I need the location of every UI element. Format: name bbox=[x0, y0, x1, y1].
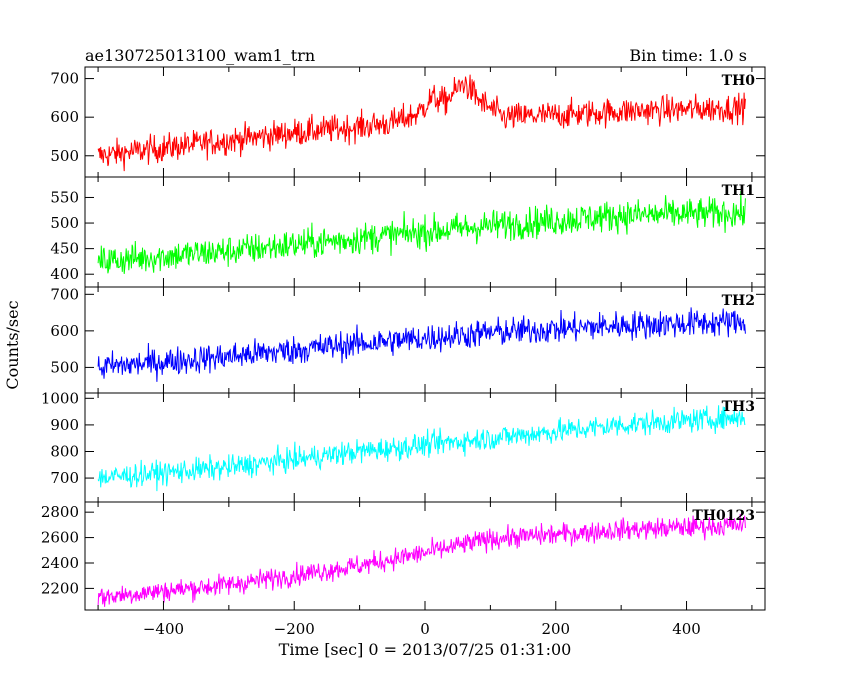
series-line-th2 bbox=[97, 307, 746, 382]
panel-label: TH2 bbox=[722, 293, 755, 309]
series-line-th3 bbox=[97, 405, 746, 492]
y-tick-label: 400 bbox=[50, 265, 79, 283]
series-line-th0123 bbox=[97, 513, 746, 607]
panel-label: TH1 bbox=[722, 183, 755, 199]
panel-frame bbox=[84, 66, 766, 178]
y-axis-label: Counts/sec bbox=[3, 300, 22, 389]
y-tick-label: 600 bbox=[50, 108, 79, 126]
y-tick-label: 2600 bbox=[41, 529, 79, 547]
y-tick-label: 450 bbox=[50, 240, 79, 258]
panel-label: TH0 bbox=[722, 73, 756, 89]
series-line-th0 bbox=[97, 74, 746, 172]
panel-th0123: 2200 2400 2600 2800 TH0123 bbox=[41, 501, 766, 611]
panel-th3: 700 800 900 1000 TH3 bbox=[41, 389, 766, 503]
y-tick-label: 550 bbox=[50, 188, 79, 206]
x-tick-label: −200 bbox=[274, 620, 315, 638]
chart-title: ae130725013100_wam1_trn bbox=[85, 46, 315, 65]
y-tick-label: 500 bbox=[50, 214, 79, 232]
x-tick-label: 0 bbox=[420, 620, 430, 638]
y-tick-label: 900 bbox=[50, 416, 79, 434]
y-tick-label: 500 bbox=[50, 358, 79, 376]
y-tick-label: 2800 bbox=[41, 503, 79, 521]
y-tick-label: 700 bbox=[50, 70, 79, 88]
y-tick-label: 600 bbox=[50, 322, 79, 340]
y-tick-label: 800 bbox=[50, 442, 79, 460]
y-tick-label: 700 bbox=[50, 469, 79, 487]
bin-time-label: Bin time: 1.0 s bbox=[629, 46, 747, 65]
y-tick-label: 500 bbox=[50, 147, 79, 165]
x-axis: −400 −200 0 200 400 bbox=[143, 620, 701, 638]
x-axis-label: Time [sec] 0 = 2013/07/25 01:31:00 bbox=[279, 640, 572, 659]
panel-label: TH3 bbox=[722, 399, 755, 415]
y-tick-label: 700 bbox=[50, 285, 79, 303]
panel-frame bbox=[84, 286, 766, 394]
x-tick-label: 400 bbox=[672, 620, 701, 638]
panels-group: 500 600 700 TH0 400 450 500 550 TH1 500 600 700 TH2 7… bbox=[41, 66, 766, 611]
panel-th0: 500 600 700 TH0 bbox=[50, 66, 766, 178]
panel-th1: 400 450 500 550 TH1 bbox=[50, 176, 766, 288]
x-tick-label: −400 bbox=[143, 620, 184, 638]
series-line-th1 bbox=[97, 190, 746, 274]
panel-label: TH0123 bbox=[692, 508, 755, 524]
y-tick-label: 2200 bbox=[41, 579, 79, 597]
x-tick-label: 200 bbox=[541, 620, 570, 638]
y-tick-label: 2400 bbox=[41, 554, 79, 572]
panel-th2: 500 600 700 TH2 bbox=[50, 285, 766, 394]
y-tick-label: 1000 bbox=[41, 389, 79, 407]
